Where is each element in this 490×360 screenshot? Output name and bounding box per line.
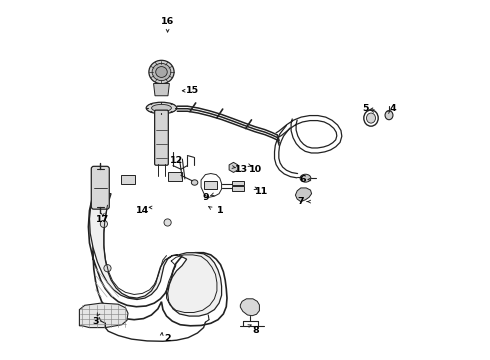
Text: 1: 1 bbox=[217, 206, 223, 215]
Polygon shape bbox=[229, 162, 238, 172]
Circle shape bbox=[164, 219, 171, 226]
Text: 8: 8 bbox=[252, 326, 259, 335]
Text: 17: 17 bbox=[96, 215, 109, 224]
Polygon shape bbox=[295, 188, 312, 202]
Polygon shape bbox=[168, 172, 182, 181]
Text: 2: 2 bbox=[164, 334, 171, 343]
Ellipse shape bbox=[367, 113, 375, 123]
Text: 12: 12 bbox=[170, 156, 183, 165]
Text: 5: 5 bbox=[362, 104, 369, 112]
Circle shape bbox=[104, 265, 111, 272]
Polygon shape bbox=[121, 175, 135, 184]
Polygon shape bbox=[79, 303, 128, 328]
Polygon shape bbox=[168, 253, 221, 316]
Polygon shape bbox=[232, 181, 245, 185]
Text: 3: 3 bbox=[92, 317, 99, 325]
Text: 6: 6 bbox=[299, 175, 306, 184]
Text: 11: 11 bbox=[255, 187, 268, 197]
Text: 10: 10 bbox=[249, 165, 262, 174]
Polygon shape bbox=[90, 193, 178, 300]
FancyBboxPatch shape bbox=[155, 110, 169, 165]
Ellipse shape bbox=[192, 180, 198, 185]
Ellipse shape bbox=[152, 63, 171, 81]
Polygon shape bbox=[240, 299, 259, 316]
Ellipse shape bbox=[149, 60, 174, 84]
Ellipse shape bbox=[146, 102, 177, 114]
Ellipse shape bbox=[385, 111, 393, 120]
Polygon shape bbox=[204, 181, 217, 189]
Text: 16: 16 bbox=[161, 17, 174, 26]
Ellipse shape bbox=[151, 104, 172, 112]
Text: 7: 7 bbox=[297, 197, 304, 206]
Text: 15: 15 bbox=[186, 86, 199, 95]
Text: 13: 13 bbox=[235, 165, 248, 174]
Ellipse shape bbox=[300, 174, 311, 182]
Text: 4: 4 bbox=[389, 104, 396, 112]
Circle shape bbox=[100, 220, 107, 228]
FancyBboxPatch shape bbox=[91, 166, 109, 209]
Text: 9: 9 bbox=[202, 194, 209, 202]
Polygon shape bbox=[153, 84, 170, 96]
Ellipse shape bbox=[156, 67, 167, 77]
Polygon shape bbox=[232, 186, 245, 191]
Text: 14: 14 bbox=[136, 206, 149, 215]
